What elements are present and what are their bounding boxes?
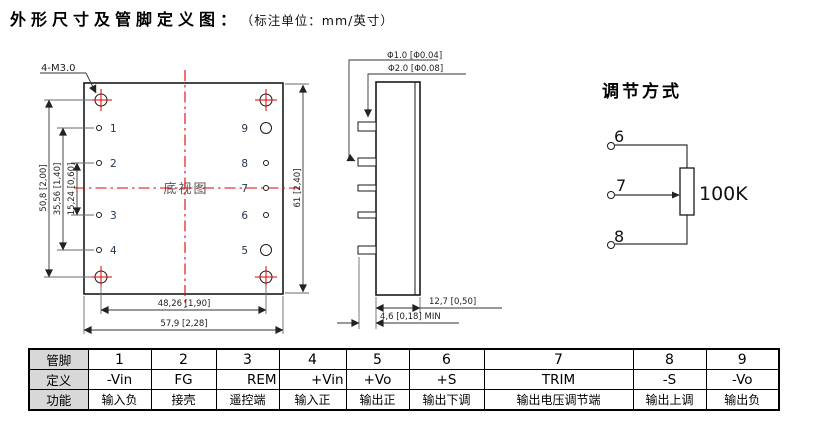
- terminal-8-node: [607, 241, 615, 249]
- definition-row: 定义 -Vin FG REM +Vin +Vo +S TRIM -S -Vo: [28, 369, 780, 390]
- fun-cell-9: 输出负: [705, 389, 780, 411]
- pin-8-hole: [263, 160, 269, 166]
- pin-6-number: 6: [241, 210, 248, 222]
- wiper-arrow: [672, 191, 680, 199]
- page-header: 外形尺寸及管脚定义图： （标注单位：mm/英寸）: [10, 6, 394, 30]
- terminal-7-label: 7: [616, 176, 626, 195]
- pin-3-number: 3: [110, 210, 117, 222]
- pin-definition-table: 管脚 1 2 3 4 5 6 7 8 9 定义 -Vin FG REM +Vin…: [28, 348, 780, 411]
- mount-hole-bottom-left: [90, 266, 112, 288]
- fun-cell-5: 输出正: [345, 389, 410, 411]
- right-pins: 9 8 7 6 5: [241, 122, 272, 257]
- bottom-view: 底视图: [39, 63, 309, 334]
- dim-pin-length: 4,6 [0,18] MIN: [380, 312, 441, 322]
- pin-diameter-callouts: Φ1.0 [Φ0.04] Φ2.0 [Φ0.08]: [346, 51, 466, 162]
- side-outline: [375, 81, 421, 296]
- pin-cell-9: 9: [705, 348, 780, 370]
- row-header-definition: 定义: [28, 369, 89, 390]
- pin-7-hole: [263, 185, 269, 191]
- pin-number-row: 管脚 1 2 3 4 5 6 7 8 9: [28, 348, 780, 370]
- def-cell-5: +Vo: [345, 369, 410, 390]
- dim-hole-pitch-v: 50,8 [2,00]: [39, 164, 49, 211]
- def-cell-8: -S: [632, 369, 707, 390]
- fun-cell-4: 输入正: [278, 389, 347, 411]
- dim-pin-dia-small: Φ1.0 [Φ0.04]: [387, 51, 442, 61]
- pin-8-number: 8: [241, 158, 248, 170]
- pin-5-number: 5: [241, 245, 248, 257]
- pin-cell-5: 5: [345, 348, 410, 370]
- height-dimension: 61 [2,40]: [285, 83, 309, 294]
- pin-2-number: 2: [110, 158, 117, 170]
- pin-3-hole: [96, 212, 102, 218]
- row-header-pin: 管脚: [28, 348, 89, 370]
- pin-cell-4: 4: [278, 348, 347, 370]
- mount-hole-top-left: [90, 89, 112, 111]
- fun-cell-3: 遥控端: [215, 389, 280, 411]
- def-cell-4: +Vin: [278, 369, 347, 390]
- def-cell-3: REM: [215, 369, 280, 390]
- pin-1-number: 1: [110, 123, 117, 135]
- pin-4-number: 4: [110, 245, 117, 257]
- dim-width: 57,9 [2,28]: [160, 319, 207, 329]
- fun-cell-7: 输出电压调节端: [483, 389, 634, 411]
- pin-1-hole: [96, 125, 102, 131]
- pin-4-hole: [96, 247, 102, 253]
- dim-pin-span-v: 35,56 [1,40]: [53, 163, 63, 216]
- mount-hole-bottom-right: [255, 266, 277, 288]
- row-header-function: 功能: [28, 389, 89, 411]
- mount-hole-top-right: [255, 89, 277, 111]
- dim-pin-pitch-v: 15,24 [0,60]: [67, 163, 77, 216]
- pin-cell-8: 8: [632, 348, 707, 370]
- pin-cell-6: 6: [408, 348, 485, 370]
- terminal-6-label: 6: [614, 127, 624, 146]
- resistor-value: 100K: [699, 183, 748, 205]
- dim-height: 61 [2,40]: [293, 168, 303, 207]
- dim-pin-dia-large: Φ2.0 [Φ0.08]: [388, 64, 443, 74]
- def-cell-7: TRIM: [483, 369, 634, 390]
- def-cell-2: FG: [150, 369, 217, 390]
- pin-9-hole: [260, 122, 272, 134]
- left-pins: 1 2 3 4: [96, 123, 117, 257]
- def-cell-6: +S: [408, 369, 485, 390]
- pin-6-hole: [263, 212, 269, 218]
- dim-thickness: 12,7 [0,50]: [429, 297, 476, 307]
- pin-cell-1: 1: [87, 348, 152, 370]
- mount-hole-label: 4-M3.0: [41, 63, 76, 74]
- vertical-dimensions: 50,8 [2,00] 35,56 [1,40] 15,24 [0,60]: [39, 99, 94, 278]
- fun-cell-1: 输入负: [87, 389, 152, 411]
- potentiometer-body: [679, 167, 695, 216]
- side-pins: [357, 121, 377, 255]
- technical-drawing: 底视图: [39, 51, 748, 334]
- terminal-6-node: [607, 142, 615, 150]
- pin-7-number: 7: [241, 183, 248, 195]
- pin-cell-2: 2: [150, 348, 217, 370]
- fun-cell-2: 接壳: [150, 389, 217, 411]
- terminal-7-node: [607, 191, 615, 199]
- mount-hole-callout: 4-M3.0: [40, 63, 97, 94]
- function-row: 功能 输入负 接壳 遥控端 输入正 输出正 输出下调 输出电压调节端 输出上调 …: [28, 389, 780, 411]
- pin-9-number: 9: [241, 123, 248, 135]
- pin-5-hole: [260, 244, 272, 256]
- page-title: 外形尺寸及管脚定义图：: [10, 10, 242, 29]
- horizontal-dimensions: 48,26 [1,90] 57,9 [2,28]: [83, 285, 284, 334]
- def-cell-9: -Vo: [705, 369, 780, 390]
- pin-2-hole: [96, 160, 102, 166]
- mounting-holes: [90, 89, 277, 288]
- unit-note: （标注单位：mm/英寸）: [247, 13, 394, 28]
- dim-hole-pitch-h: 48,26 [1,90]: [158, 299, 211, 309]
- side-bottom-dimensions: 12,7 [0,50] 4,6 [0,18] MIN: [337, 257, 502, 329]
- bottom-view-label: 底视图: [163, 181, 208, 197]
- adjustment-schematic: 调节方式 6 7 8 100K: [602, 81, 748, 249]
- pin-cell-7: 7: [483, 348, 634, 370]
- def-cell-1: -Vin: [87, 369, 152, 390]
- side-view: Φ1.0 [Φ0.04] Φ2.0 [Φ0.08] 12,7 [0,50] 4,…: [337, 51, 502, 329]
- fun-cell-8: 输出上调: [632, 389, 707, 411]
- adjustment-title: 调节方式: [602, 81, 682, 102]
- pin-cell-3: 3: [215, 348, 280, 370]
- fun-cell-6: 输出下调: [408, 389, 485, 411]
- terminal-8-label: 8: [614, 227, 624, 246]
